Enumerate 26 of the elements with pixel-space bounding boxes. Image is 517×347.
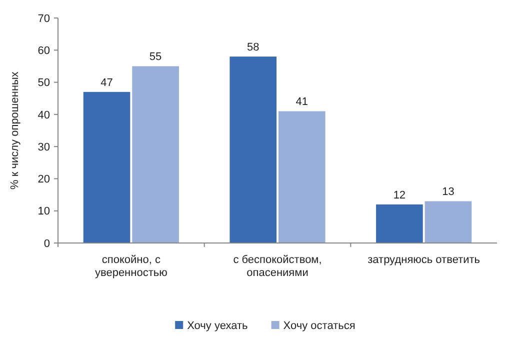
- x-tick-label: с беспокойством, опасениями: [233, 254, 322, 279]
- y-tick-label: 10: [38, 206, 50, 218]
- y-tick-label: 40: [38, 109, 50, 122]
- data-label: 58: [246, 42, 260, 54]
- data-label: 13: [442, 186, 454, 198]
- data-label: 55: [149, 51, 162, 64]
- y-tick-label: 20: [38, 174, 50, 186]
- data-label: 41: [296, 96, 308, 108]
- data-label: 47: [100, 76, 113, 89]
- bar: [424, 201, 472, 243]
- legend-label: Хочу уехать: [187, 320, 248, 332]
- x-tick-label: спокойно, с уверенностью: [94, 254, 168, 279]
- data-label: 12: [393, 189, 406, 202]
- y-tick-label: 60: [38, 44, 50, 57]
- y-tick-label: 50: [38, 77, 50, 90]
- y-tick-label: 30: [38, 141, 50, 154]
- bar: [278, 111, 326, 243]
- bar: [376, 204, 423, 243]
- y-axis-title: % к числу опрошенных: [9, 71, 21, 190]
- bar: [83, 92, 130, 243]
- y-tick-label: 0: [44, 238, 50, 250]
- bar: [230, 56, 277, 243]
- bar: [132, 66, 179, 243]
- legend-label: Хочу остаться: [283, 320, 356, 332]
- y-tick-label: 70: [38, 12, 50, 25]
- x-tick-label: затрудняюсь ответить: [368, 254, 480, 266]
